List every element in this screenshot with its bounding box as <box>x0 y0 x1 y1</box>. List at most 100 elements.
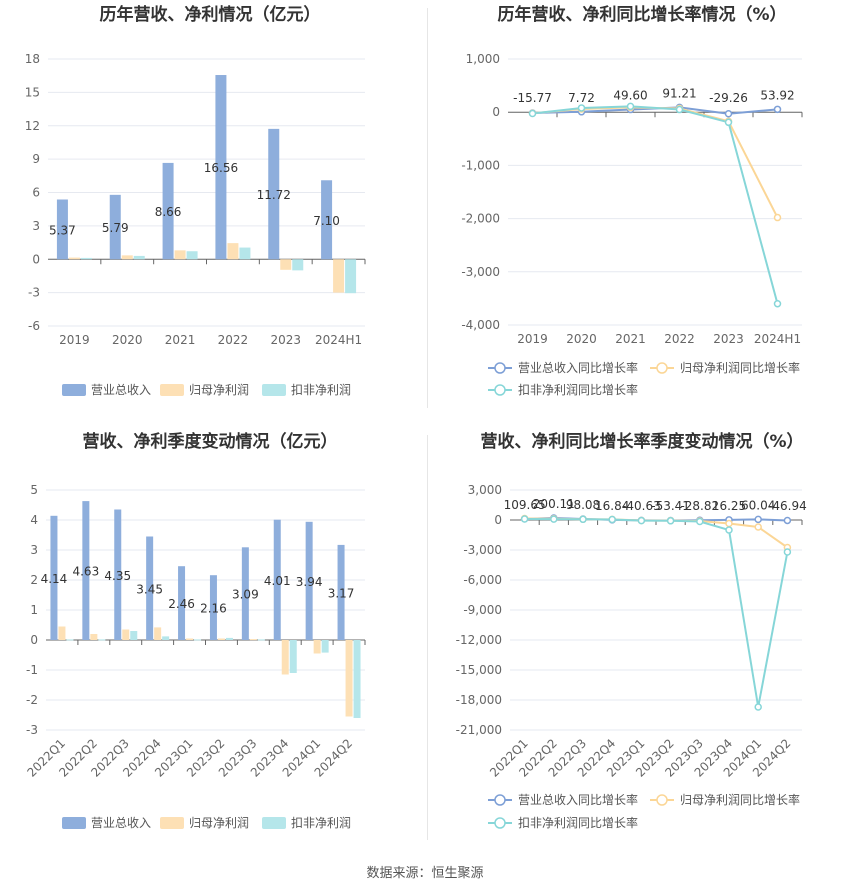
bar-deducted-profit <box>130 631 138 640</box>
y-tick-label: 12 <box>25 119 40 133</box>
bar-net-profit <box>58 626 66 640</box>
bar-revenue <box>268 128 280 260</box>
data-label: 60.04 <box>741 498 775 512</box>
series-point <box>773 299 782 308</box>
y-tick-label: -4,000 <box>461 318 500 332</box>
series-line-2 <box>532 105 779 304</box>
data-label: 4.35 <box>104 569 131 583</box>
annual-growth-svg: 历年营收、净利同比增长率情况（%） -4,000 -3,000 -2,000 -1,00… <box>461 4 803 397</box>
y-tick-label: -6,000 <box>463 573 502 587</box>
chart-title: 营收、净利季度变动情况（亿元） <box>83 431 338 452</box>
series-point <box>626 102 635 111</box>
data-label: 3.09 <box>232 588 259 602</box>
x-tick-label: 2019 <box>517 332 548 346</box>
vertical-divider-bottom <box>427 435 428 840</box>
quarterly-amount-chart: 营收、净利季度变动情况（亿元） -3 -2 -1 0 1 2 3 4 5 2022Q1 2022Q2 2… <box>0 425 425 850</box>
legend-marker <box>494 362 506 374</box>
bar-deducted-profit <box>186 251 198 260</box>
series-point <box>550 515 558 523</box>
y-tick-label: 2 <box>30 573 38 587</box>
series-point <box>773 105 782 114</box>
legend-marker <box>656 362 668 374</box>
bar-net-profit <box>154 627 162 640</box>
series-point <box>773 213 782 222</box>
bar-revenue <box>241 547 249 640</box>
bar-net-profit <box>217 638 225 640</box>
series-point <box>520 515 529 523</box>
data-label: 16.25 <box>712 499 746 513</box>
bar-deducted-profit <box>345 259 357 294</box>
series-line-2 <box>524 518 789 708</box>
bar-deducted-profit <box>225 637 233 640</box>
legend-swatch <box>160 817 184 829</box>
x-tick-label: 2022 <box>218 333 249 347</box>
bar-revenue <box>114 509 122 640</box>
y-tick-label: 3 <box>32 219 40 233</box>
legend-label: 营业总收入同比增长率 <box>518 792 638 807</box>
data-label: 3.45 <box>136 582 163 596</box>
x-tick-label: 2020 <box>566 332 597 346</box>
bar-net-profit <box>174 250 186 260</box>
bar-deducted-profit <box>239 247 251 260</box>
data-label: 3.17 <box>328 586 355 600</box>
bar-deducted-profit <box>321 640 329 653</box>
data-label: 11.72 <box>257 188 291 202</box>
series-point <box>608 515 616 524</box>
y-tick-label: 1 <box>30 603 38 617</box>
legend-swatch <box>62 384 86 396</box>
data-label: 4.01 <box>264 574 291 588</box>
bar-revenue <box>337 544 345 640</box>
series-point <box>696 517 704 526</box>
legend-label: 归母净利润同比增长率 <box>680 360 800 375</box>
y-tick-label: 0 <box>32 252 40 266</box>
chart-title: 历年营收、净利情况（亿元） <box>100 4 321 25</box>
x-tick-label: 2024H1 <box>315 333 362 347</box>
bar-deducted-profit <box>133 255 145 260</box>
data-label: 7.10 <box>313 214 340 228</box>
y-tick-label: -21,000 <box>456 723 502 737</box>
series-line-1 <box>532 106 779 218</box>
series-point <box>724 110 733 118</box>
series-point <box>725 519 733 528</box>
y-tick-label: -15,000 <box>456 663 502 677</box>
y-tick-label: 0 <box>494 513 502 527</box>
series-point <box>754 523 762 531</box>
y-tick-label: -18,000 <box>456 693 502 707</box>
x-tick-label: 2022 <box>664 332 695 346</box>
bar-net-profit <box>345 640 353 717</box>
legend-label: 营业总收入 <box>91 383 151 397</box>
bar-deducted-profit <box>289 640 297 673</box>
data-label: 16.56 <box>204 161 238 175</box>
bar-net-profit <box>122 629 130 640</box>
quarterly-growth-svg: 营收、净利同比增长率季度变动情况（%） -21,000 -18,000 -15,000… <box>456 431 807 830</box>
y-tick-label: 15 <box>25 85 40 99</box>
y-tick-label: -1 <box>26 663 38 677</box>
bar-deducted-profit <box>98 639 106 641</box>
data-label: 5.79 <box>102 221 129 235</box>
y-tick-label: 5 <box>30 483 38 497</box>
bar-revenue <box>162 162 174 260</box>
x-tick-label: 2024H1 <box>754 332 801 346</box>
series-point <box>724 118 733 127</box>
data-label: 4.14 <box>41 572 68 586</box>
bar-revenue <box>109 194 121 260</box>
y-tick-label: 0 <box>492 105 500 119</box>
y-tick-label: -1,000 <box>461 158 500 172</box>
chart-title: 营收、净利同比增长率季度变动情况（%） <box>480 431 803 452</box>
bar-net-profit <box>281 640 289 675</box>
bar-net-profit <box>333 259 345 293</box>
bar-revenue <box>50 515 58 640</box>
bar-net-profit <box>186 638 194 640</box>
y-tick-label: -6 <box>28 319 40 333</box>
bar-revenue <box>146 536 154 640</box>
y-tick-label: 4 <box>30 513 38 527</box>
data-label: -40.63 <box>622 499 661 513</box>
y-tick-label: -3 <box>26 723 38 737</box>
data-label: 2.46 <box>168 597 195 611</box>
data-label: -53.41 <box>651 499 690 513</box>
legend-swatch <box>262 384 286 396</box>
data-label: -28.82 <box>680 499 719 513</box>
y-tick-label: 3 <box>30 543 38 557</box>
data-source-note: 数据来源：恒生聚源 <box>366 866 484 881</box>
data-label: 91.21 <box>662 86 696 100</box>
